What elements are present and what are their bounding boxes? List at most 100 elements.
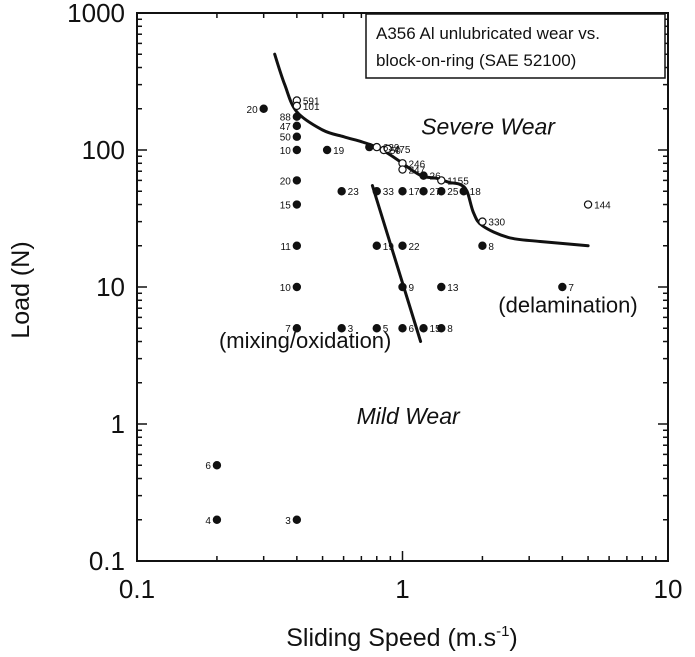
point-label: 15 (430, 324, 442, 335)
point-label: 22 (409, 242, 421, 253)
filled-data-point (292, 241, 302, 250)
point-label: 10 (280, 283, 292, 294)
y-tick-label: 100 (82, 135, 125, 165)
filled-data-point (437, 282, 446, 292)
point-label: 11 (280, 242, 291, 253)
point-label: 19 (383, 242, 395, 253)
point-label: 25 (447, 187, 459, 198)
filled-data-point (419, 324, 428, 333)
info-box: A356 Al unlubricated wear vs. block-on-r… (365, 13, 666, 79)
boundary-line-1 (273, 52, 590, 248)
point-label: 475 (394, 145, 411, 156)
filled-data-point (478, 241, 487, 250)
point-label: 8 (447, 324, 453, 335)
point-label: 15 (280, 201, 292, 212)
y-tick-label: 10 (96, 272, 125, 302)
open-data-point (583, 200, 593, 209)
point-label: 6 (409, 324, 415, 335)
point-label: 17 (409, 187, 421, 198)
point-label: 7 (568, 283, 574, 294)
filled-data-point (398, 324, 407, 333)
filled-data-point (212, 461, 222, 470)
info-box-frame (365, 13, 666, 79)
region-annotation: Mild Wear (357, 403, 461, 429)
filled-data-point (365, 142, 374, 152)
filled-data-point (337, 324, 346, 333)
point-label: 1155 (447, 176, 469, 187)
open-data-point (383, 144, 392, 154)
point-label: 591 (303, 96, 320, 107)
point-label: 3 (348, 324, 354, 335)
filled-data-point (322, 145, 332, 155)
y-tick-label: 0.1 (89, 546, 125, 576)
filled-data-point (292, 324, 302, 333)
point-label: 5 (383, 324, 389, 335)
point-label: 19 (333, 146, 345, 157)
filled-data-point (372, 241, 381, 250)
filled-data-point (292, 121, 302, 131)
filled-data-point (437, 324, 446, 333)
y-tick-label: 1 (111, 409, 125, 439)
boundary-line-2 (370, 184, 423, 343)
filled-data-point (292, 145, 302, 155)
y-axis-title: Load (N) (7, 241, 35, 338)
filled-data-point (398, 241, 407, 250)
filled-data-point (292, 200, 302, 209)
data-points (212, 96, 593, 524)
filled-data-point (459, 187, 468, 196)
filled-data-point (292, 176, 302, 185)
x-tick-label: 10 (654, 574, 683, 604)
x-tick-label: 0.1 (119, 574, 155, 604)
region-annotation: (mixing/oxidation) (219, 328, 391, 353)
point-label: 246 (409, 159, 426, 170)
open-data-point (437, 176, 446, 185)
point-label: 9 (409, 283, 415, 294)
filled-data-point (292, 112, 302, 121)
open-data-point (292, 101, 302, 111)
point-label: 26 (430, 172, 442, 183)
point-label: 20 (247, 105, 259, 116)
filled-data-point (419, 187, 428, 196)
point-label: 101 (303, 102, 320, 113)
point-label: 247 (409, 166, 426, 177)
y-tick-label: 1000 (67, 0, 125, 28)
point-label: 6 (205, 461, 211, 472)
point-label: 27 (430, 187, 442, 198)
point-label: 18 (470, 187, 482, 198)
filled-data-point (259, 104, 268, 113)
point-label: 144 (594, 201, 611, 212)
info-box-line-1: A356 Al unlubricated wear vs. (376, 24, 600, 43)
point-label: 23 (348, 187, 360, 198)
filled-data-point (437, 187, 446, 196)
filled-data-point (398, 187, 407, 196)
x-tick-label: 1 (395, 574, 409, 604)
region-annotation: Severe Wear (421, 113, 556, 139)
open-data-point (478, 217, 487, 226)
point-label: 88 (280, 113, 292, 124)
point-label: 33 (383, 187, 395, 198)
region-annotations: Severe Wear Mild Wear (mixing/oxidation) (d… (219, 113, 638, 429)
point-label: 7 (285, 324, 291, 335)
point-label: 50 (280, 133, 292, 144)
point-label: 4 (205, 516, 211, 527)
point-label: 3 (285, 516, 291, 527)
point-label: 330 (488, 218, 505, 229)
region-annotation: (delamination) (498, 293, 637, 318)
filled-data-point (558, 282, 567, 292)
point-label: 13 (447, 283, 459, 294)
open-data-point (398, 165, 407, 174)
point-label: 50 (390, 146, 402, 157)
x-axis-title: Sliding Speed (m.s-1) (286, 623, 518, 652)
point-label: 10 (280, 146, 292, 157)
tick-labels: 0.1 1 10 0.1 1 10 100 1000 (67, 0, 682, 604)
filled-data-point (212, 515, 222, 524)
filled-data-point (292, 515, 302, 524)
filled-data-point (419, 171, 428, 180)
filled-data-point (292, 132, 302, 141)
filled-data-point (337, 187, 346, 196)
point-label: 639 (383, 143, 400, 154)
filled-data-point (398, 282, 407, 292)
filled-data-point (372, 324, 381, 333)
filled-data-point (372, 187, 381, 196)
